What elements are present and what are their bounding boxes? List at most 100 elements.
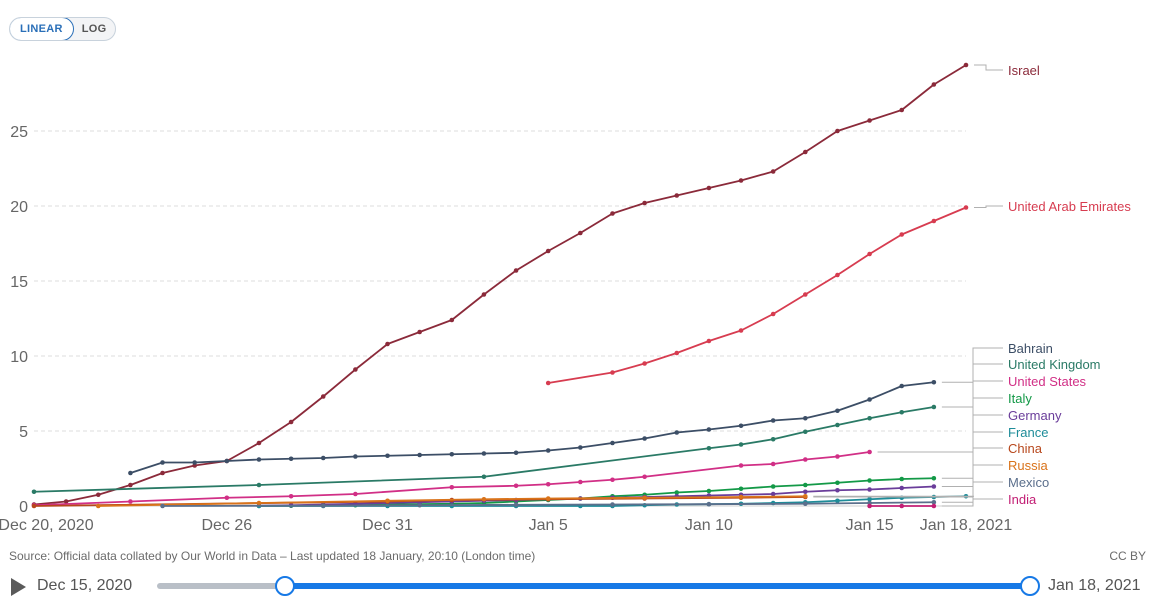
y-tick-label: 10 bbox=[10, 349, 28, 366]
data-point bbox=[545, 448, 551, 453]
data-point bbox=[706, 427, 712, 432]
data-point bbox=[899, 503, 905, 509]
data-point bbox=[738, 178, 744, 183]
timeline-end-label: Jan 18, 2021 bbox=[1048, 577, 1141, 594]
data-point bbox=[513, 268, 519, 273]
play-icon[interactable] bbox=[11, 578, 26, 596]
data-point bbox=[95, 492, 101, 498]
y-tick-label: 25 bbox=[10, 124, 28, 141]
data-point bbox=[835, 487, 840, 493]
timeline-controls: Dec 15, 2020 Jan 18, 2021 bbox=[0, 570, 1168, 605]
linear-scale-button[interactable]: LINEAR bbox=[10, 18, 74, 40]
data-point bbox=[770, 169, 776, 174]
data-point bbox=[95, 503, 101, 509]
data-point bbox=[803, 429, 808, 435]
y-tick-label: 20 bbox=[10, 199, 28, 216]
legend-label: Italy bbox=[1008, 391, 1032, 406]
data-point bbox=[835, 408, 840, 414]
series-line-united-states bbox=[33, 451, 870, 507]
data-point bbox=[738, 328, 744, 333]
data-point bbox=[481, 451, 487, 456]
data-point bbox=[738, 486, 744, 492]
data-point bbox=[353, 454, 358, 459]
data-point bbox=[835, 498, 840, 504]
data-point bbox=[738, 463, 744, 468]
data-point bbox=[899, 476, 905, 482]
legend-label: China bbox=[1008, 441, 1043, 456]
x-tick-label: Dec 31 bbox=[362, 517, 413, 534]
license-link[interactable]: CC BY bbox=[1109, 549, 1146, 563]
data-point bbox=[867, 503, 872, 509]
timeline-end-handle[interactable] bbox=[1020, 576, 1040, 596]
data-point bbox=[610, 370, 615, 375]
data-point bbox=[642, 474, 647, 480]
data-point bbox=[513, 450, 519, 456]
data-point bbox=[31, 489, 37, 495]
data-point bbox=[931, 404, 937, 410]
data-point bbox=[803, 149, 808, 155]
scale-toggle[interactable]: LINEAR LOG bbox=[9, 17, 117, 41]
data-point bbox=[867, 397, 872, 402]
x-tick-label: Jan 18, 2021 bbox=[920, 517, 1013, 534]
data-point bbox=[803, 457, 808, 462]
data-point bbox=[706, 338, 712, 344]
legend-label: India bbox=[1008, 492, 1037, 507]
data-point bbox=[674, 193, 680, 198]
legend-label: United Kingdom bbox=[1008, 357, 1101, 372]
data-point bbox=[770, 418, 776, 423]
source-note: Source: Official data collated by Our Wo… bbox=[9, 549, 536, 563]
y-tick-label: 5 bbox=[19, 424, 28, 441]
data-point bbox=[610, 477, 615, 483]
x-tick-label: Jan 15 bbox=[846, 517, 894, 534]
data-point bbox=[835, 454, 840, 459]
data-point bbox=[899, 107, 905, 113]
data-point bbox=[578, 479, 583, 485]
timeline-selected-range bbox=[284, 583, 1029, 589]
data-point bbox=[835, 272, 840, 278]
timeline-start-handle[interactable] bbox=[275, 576, 295, 596]
legend-label: France bbox=[1008, 425, 1048, 440]
data-point bbox=[545, 380, 551, 386]
data-point bbox=[449, 317, 455, 323]
data-point bbox=[320, 455, 326, 461]
data-point bbox=[481, 474, 487, 480]
data-point bbox=[835, 128, 840, 134]
data-point bbox=[545, 248, 551, 254]
data-point bbox=[899, 232, 905, 237]
data-point bbox=[224, 495, 230, 501]
data-point bbox=[642, 436, 647, 441]
data-point bbox=[256, 482, 262, 488]
data-point bbox=[513, 502, 519, 508]
data-point bbox=[417, 329, 422, 335]
data-point bbox=[706, 445, 712, 451]
legend-label: Bahrain bbox=[1008, 341, 1053, 356]
data-point bbox=[770, 491, 776, 497]
data-point bbox=[770, 484, 776, 489]
data-point bbox=[867, 478, 872, 483]
data-point bbox=[353, 491, 358, 497]
data-point bbox=[867, 449, 872, 455]
data-point bbox=[128, 482, 133, 488]
log-scale-button[interactable]: LOG bbox=[81, 23, 107, 35]
data-point bbox=[160, 503, 165, 509]
data-point bbox=[867, 251, 872, 257]
data-point bbox=[931, 82, 937, 87]
legend-leader-line bbox=[877, 380, 1003, 453]
data-point bbox=[931, 475, 937, 481]
data-point bbox=[706, 488, 712, 494]
data-point bbox=[449, 484, 455, 490]
data-point bbox=[320, 503, 326, 509]
data-point bbox=[385, 453, 390, 459]
data-point bbox=[899, 409, 905, 415]
data-point bbox=[835, 480, 840, 486]
legend-leader-line bbox=[941, 498, 1003, 507]
data-point bbox=[899, 383, 905, 389]
data-point bbox=[931, 484, 937, 489]
legend-leader-line bbox=[941, 397, 1003, 479]
data-point bbox=[224, 458, 230, 464]
data-point bbox=[288, 419, 294, 425]
data-point bbox=[385, 498, 390, 504]
data-point bbox=[738, 442, 744, 447]
data-point bbox=[545, 496, 551, 501]
legend-label: Israel bbox=[1008, 63, 1040, 78]
